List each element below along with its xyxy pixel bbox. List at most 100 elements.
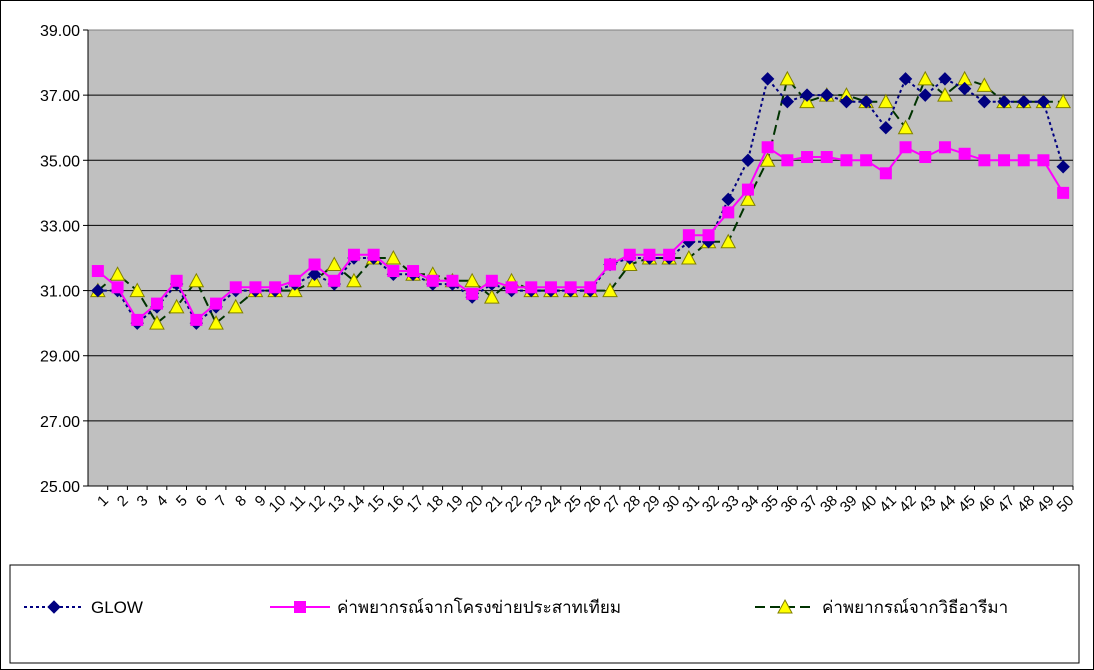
data-point <box>1055 93 1071 109</box>
data-point <box>779 70 796 86</box>
data-point <box>190 313 203 326</box>
legend-label: GLOW <box>91 598 143 617</box>
data-point <box>976 77 993 92</box>
data-point <box>859 94 873 109</box>
data-point <box>485 274 498 287</box>
data-point <box>464 272 480 288</box>
data-point <box>385 249 402 265</box>
data-point <box>997 94 1011 109</box>
data-point <box>917 70 934 86</box>
y-tick-label: 37.00 <box>40 88 80 105</box>
data-point <box>938 141 951 154</box>
data-point <box>800 88 814 102</box>
y-tick-label: 25.00 <box>40 479 80 496</box>
data-point <box>150 297 163 310</box>
data-point <box>741 153 755 167</box>
data-point <box>604 258 617 271</box>
data-point <box>879 121 893 135</box>
data-point <box>801 151 814 164</box>
data-point <box>210 297 223 310</box>
data-point <box>602 282 618 298</box>
data-point <box>564 281 577 294</box>
data-point <box>387 265 400 278</box>
data-point <box>839 94 854 109</box>
data-point <box>919 151 932 164</box>
data-point <box>227 298 244 314</box>
data-point <box>878 93 894 109</box>
data-point <box>897 119 914 135</box>
data-point <box>91 283 105 298</box>
legend-label: ค่าพยากรณ์จากโครงข่ายประสาทเทียม <box>337 597 621 617</box>
data-point <box>109 266 126 281</box>
data-point <box>525 281 538 294</box>
data-point <box>918 88 932 102</box>
data-point <box>308 258 321 271</box>
legend-marker <box>294 601 306 613</box>
data-point <box>720 233 737 249</box>
data-point <box>328 274 341 287</box>
data-point <box>759 152 776 167</box>
data-point <box>1057 186 1070 199</box>
data-point <box>643 248 656 261</box>
data-point <box>466 287 479 300</box>
data-point <box>367 248 380 261</box>
data-point <box>780 94 795 109</box>
data-point <box>702 229 715 242</box>
data-point <box>407 265 420 278</box>
data-point <box>860 154 873 167</box>
data-point <box>681 249 697 265</box>
y-tick-label: 27.00 <box>40 414 80 431</box>
data-point <box>505 281 518 294</box>
data-point <box>168 298 185 314</box>
data-point <box>1056 160 1070 174</box>
data-point <box>977 94 992 109</box>
data-point <box>1036 94 1051 109</box>
y-axis-ticks: 25.00 27.00 29.00 31.00 33.00 35.00 37.00 39.00 <box>40 23 88 496</box>
data-point <box>326 256 343 272</box>
legend: GLOW ค่าพยากรณ์จากโครงข่ายประสาทเทียม ค่าพ… <box>9 564 1080 664</box>
data-point <box>129 282 146 298</box>
legend-entry-3: ค่าพยากรณ์จากวิธีอารีมา <box>755 598 1008 617</box>
data-point <box>426 274 439 287</box>
data-point <box>938 72 952 86</box>
data-point <box>111 281 124 294</box>
legend-marker <box>777 598 793 614</box>
data-point <box>978 154 991 167</box>
data-point <box>820 151 833 164</box>
data-point <box>623 248 636 261</box>
data-point <box>188 272 205 288</box>
data-point <box>544 281 557 294</box>
data-point <box>484 289 500 304</box>
data-point <box>740 191 756 206</box>
data-point <box>170 274 183 287</box>
data-point <box>149 315 165 330</box>
data-point <box>446 274 459 287</box>
data-point <box>781 154 794 167</box>
data-point <box>131 313 144 326</box>
y-tick-label: 39.00 <box>40 23 80 40</box>
data-point <box>937 87 953 102</box>
data-point <box>879 167 892 180</box>
data-point <box>899 141 912 154</box>
data-point <box>998 154 1011 167</box>
data-point <box>741 183 754 196</box>
data-point <box>898 72 913 86</box>
data-point <box>840 154 853 167</box>
data-point <box>208 315 224 330</box>
data-point <box>722 206 735 219</box>
data-point <box>958 147 971 160</box>
data-point <box>346 272 362 288</box>
data-point <box>1037 154 1050 167</box>
data-point <box>663 248 676 261</box>
y-tick-label: 35.00 <box>40 153 80 170</box>
legend-marker <box>47 600 61 614</box>
series-2 <box>91 141 1070 326</box>
data-point <box>269 281 282 294</box>
data-point <box>760 72 775 86</box>
legend-entry-2: ค่าพยากรณ์จากโครงข่ายประสาทเทียม <box>270 597 621 617</box>
y-tick-label: 31.00 <box>40 284 80 301</box>
legend-label: ค่าพยากรณ์จากวิธีอารีมา <box>822 598 1008 617</box>
legend-entry-1: GLOW <box>24 598 143 617</box>
data-point <box>347 248 360 261</box>
